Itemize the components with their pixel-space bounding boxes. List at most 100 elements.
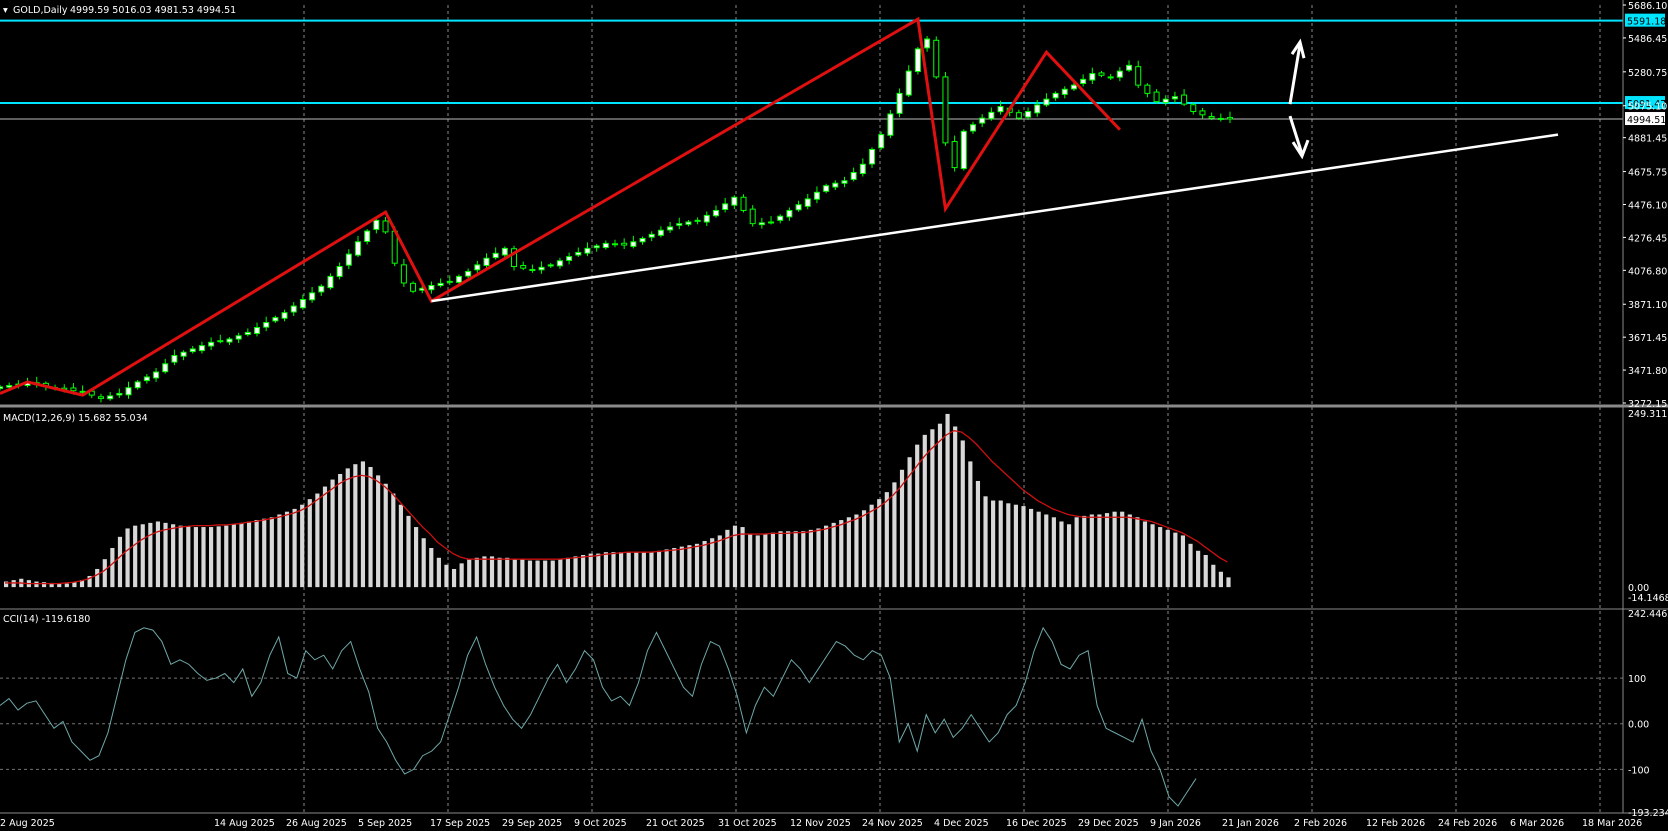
macd-histogram-bar [284,511,290,588]
macd-histogram-bar [1097,514,1102,588]
macd-histogram-bar [125,528,130,588]
candle-body [859,163,866,175]
candle-body [107,395,114,400]
x-tick-label: 2 Feb 2026 [1294,818,1347,829]
macd-histogram-bar [1013,504,1018,588]
candle-body [1227,117,1233,120]
macd-histogram-bar [1165,529,1170,588]
macd-histogram-bar [231,524,236,588]
x-tick-label: 18 Mar 2026 [1582,818,1642,829]
macd-histogram-bar [102,559,107,588]
macd-histogram-bar [694,543,700,588]
price-tick-label: 3671.45 [1628,333,1667,344]
candle-body [1208,115,1215,119]
macd-histogram-bar [968,461,973,588]
candle-body [428,284,435,291]
candle-body [134,381,141,389]
candle-body [786,209,793,218]
macd-histogram-bar [998,500,1003,588]
candle-body [749,208,756,225]
macd-histogram-bar [254,520,259,588]
macd-histogram-bar [1006,503,1011,588]
candle-body [896,92,903,114]
candle-body [143,376,150,382]
macd-histogram-bar [641,552,646,588]
candle-body [235,335,242,340]
macd-histogram-bar [907,457,912,588]
macd-histogram-bar [786,531,791,588]
x-tick-label: 4 Dec 2025 [934,818,989,829]
macd-histogram-bar [550,560,555,588]
macd-histogram-bar [763,534,768,588]
price-tick-label: 4476.10 [1628,200,1667,211]
macd-histogram-bar [1082,515,1087,588]
macd-histogram-bar [1112,511,1117,588]
candle-body [290,305,297,313]
candle-body [1217,117,1224,120]
macd-histogram-bar [224,525,229,588]
candle-body [575,251,582,256]
up-arrow-icon [1288,43,1302,105]
macd-histogram-bar [383,483,388,588]
candle-body [1043,98,1050,106]
candle-body [566,256,573,261]
macd-histogram-bar [1226,577,1231,588]
macd-histogram-bar [611,552,616,588]
candle-body [1015,112,1022,119]
x-tick-label: 9 Oct 2025 [574,818,627,829]
candle-body [804,198,811,207]
macd-histogram-bar [1044,514,1049,588]
macd-histogram-bar [839,520,844,588]
macd-histogram-bar [824,525,829,588]
macd-histogram-bar [975,480,981,588]
candle-body [171,355,178,363]
macd-histogram-bar [869,504,874,588]
macd-histogram-bar [1135,517,1140,588]
candle-body [189,348,196,353]
candle-body [1080,78,1087,84]
macd-signal-line [5,429,1228,585]
candle-body [455,275,462,283]
macd-histogram-bar [148,522,153,588]
candle-body [731,196,738,206]
candle-body [602,242,609,249]
candle-body [116,392,123,396]
macd-histogram-bar [216,526,221,588]
last-price-label: 4994.51 [1627,115,1666,126]
macd-histogram-bar [436,557,441,588]
x-tick-label: 24 Nov 2025 [862,818,923,829]
macd-histogram-bar [49,582,54,588]
candle-body [520,265,527,269]
cci-pane [0,626,1623,807]
price-tick-label: 4076.80 [1628,266,1667,277]
macd-tick-label: -14.1468 [1628,593,1668,604]
macd-histogram-bar [292,508,297,588]
cci-tick-label: -100 [1628,765,1650,776]
price-tick-label: 5075.10 [1628,102,1667,113]
x-tick-label: 5 Sep 2025 [358,818,412,829]
candle-body [639,237,646,243]
candle-body [162,363,169,373]
macd-histogram-bar [171,524,176,588]
macd-histogram-bar [808,529,813,588]
macd-tick-label: 249.311 [1628,409,1667,420]
candle-body [125,387,132,396]
macd-histogram-bar [322,486,328,588]
macd-histogram-bar [57,583,62,588]
macd-histogram-bar [565,557,571,588]
macd-histogram-bar [527,560,533,588]
candle-body [538,266,545,271]
collapse-triangle-icon[interactable]: ▾ [3,5,8,16]
x-tick-label: 16 Dec 2025 [1006,818,1067,829]
macd-histogram-bar [884,492,889,588]
candle-body [511,248,518,268]
candle-body [217,340,224,343]
candle-body [208,341,215,347]
candle-body [887,113,894,136]
macd-histogram-bar [770,532,776,588]
candle-body [905,70,912,96]
candle-body [795,204,802,211]
candle-body [924,38,931,49]
macd-histogram-bar [391,493,396,588]
